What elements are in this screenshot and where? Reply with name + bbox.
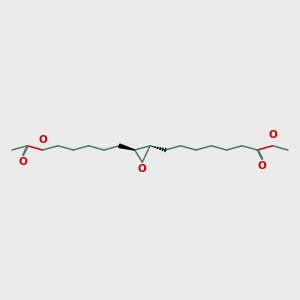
Text: O: O bbox=[38, 135, 47, 145]
Text: O: O bbox=[268, 130, 277, 140]
Text: O: O bbox=[18, 157, 27, 167]
Text: O: O bbox=[138, 164, 147, 174]
Polygon shape bbox=[119, 144, 135, 150]
Text: O: O bbox=[258, 161, 266, 171]
